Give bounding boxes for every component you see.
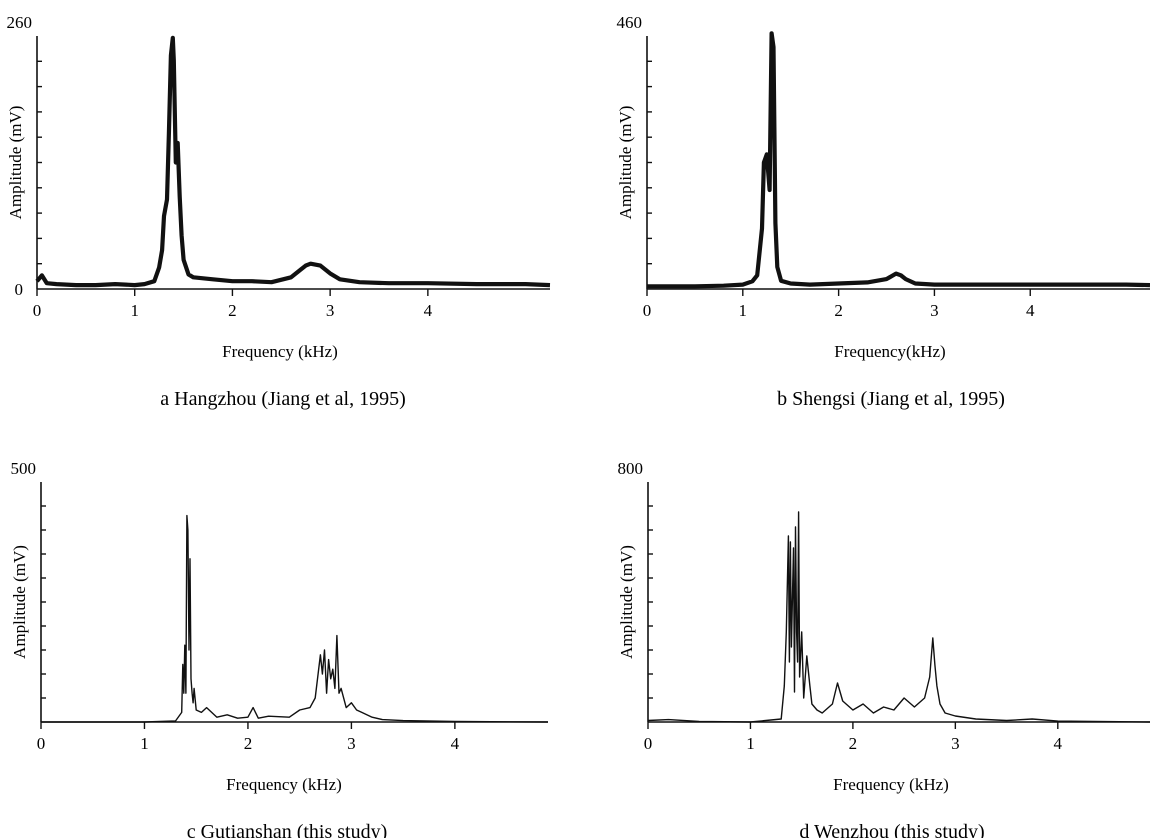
x-tick-label: 1 [130, 301, 139, 320]
x-tick-label: 0 [33, 301, 42, 320]
x-tick-label: 0 [37, 734, 46, 753]
x-tick-label: 3 [326, 301, 335, 320]
x-axis-label: Frequency (kHz) [226, 775, 342, 794]
x-tick-label: 2 [244, 734, 253, 753]
chart-panel-d: 0 1 2 3 4 800 Amplitude (mV) Frequency (kHz) d W… [575, 419, 1150, 838]
x-tick-label: 3 [951, 734, 960, 753]
series-line [647, 31, 1150, 289]
panel-caption: d Wenzhou (this study) [799, 821, 984, 838]
x-tick-label: 4 [1026, 301, 1035, 320]
y-axis-label: Amplitude (mV) [10, 545, 29, 659]
y-axis-label: Amplitude (mV) [616, 106, 635, 220]
panel-caption: c Gutianshan (this study) [187, 821, 388, 838]
series-line [647, 511, 1150, 723]
chart-panel-b: 0 1 2 3 4 460 Amplitude (mV) Frequency(kHz) b Sh… [575, 0, 1150, 419]
x-tick-label: 2 [228, 301, 237, 320]
chart-svg: 0 1 2 3 4 500 Amplitude (mV) Frequency (kHz) c G… [10, 459, 549, 838]
x-tick-label: 1 [140, 734, 149, 753]
x-tick-label: 3 [930, 301, 939, 320]
chart-svg: 0 1 2 3 4 800 Amplitude (mV) Frequency (kHz) d W… [617, 459, 1150, 838]
chart-svg: 0 1 2 3 4 260 0 Amplitude (mV) Frequency (kHz) a … [6, 13, 551, 410]
x-axis-label: Frequency (kHz) [222, 342, 338, 361]
x-axis-label: Frequency (kHz) [833, 775, 949, 794]
x-tick-label: 1 [739, 301, 748, 320]
x-tick-label: 4 [1054, 734, 1063, 753]
x-tick-label: 2 [849, 734, 858, 753]
y-axis-label: Amplitude (mV) [6, 106, 25, 220]
x-tick-label: 4 [451, 734, 460, 753]
x-tick-label: 1 [746, 734, 755, 753]
y-max-label: 460 [617, 13, 643, 32]
chart-svg: 0 1 2 3 4 460 Amplitude (mV) Frequency(kHz) b Sh… [616, 13, 1150, 410]
y-min-label: 0 [15, 280, 24, 299]
y-max-label: 500 [11, 459, 37, 478]
chart-panel-a: 0 1 2 3 4 260 0 Amplitude (mV) Frequency (kHz) a … [0, 0, 575, 419]
x-tick-label: 2 [834, 301, 843, 320]
x-tick-label: 4 [424, 301, 433, 320]
y-axis-label: Amplitude (mV) [617, 545, 636, 659]
panel-caption: a Hangzhou (Jiang et al, 1995) [160, 388, 405, 410]
x-axis-label: Frequency(kHz) [834, 342, 945, 361]
series-line [35, 35, 551, 288]
chart-panel-c: 0 1 2 3 4 500 Amplitude (mV) Frequency (kHz) c G… [0, 419, 575, 838]
y-max-label: 260 [7, 13, 33, 32]
x-tick-label: 0 [644, 734, 653, 753]
x-tick-label: 0 [643, 301, 652, 320]
x-tick-label: 3 [347, 734, 356, 753]
panel-caption: b Shengsi (Jiang et al, 1995) [777, 388, 1005, 410]
y-max-label: 800 [618, 459, 644, 478]
series-line [41, 514, 549, 723]
